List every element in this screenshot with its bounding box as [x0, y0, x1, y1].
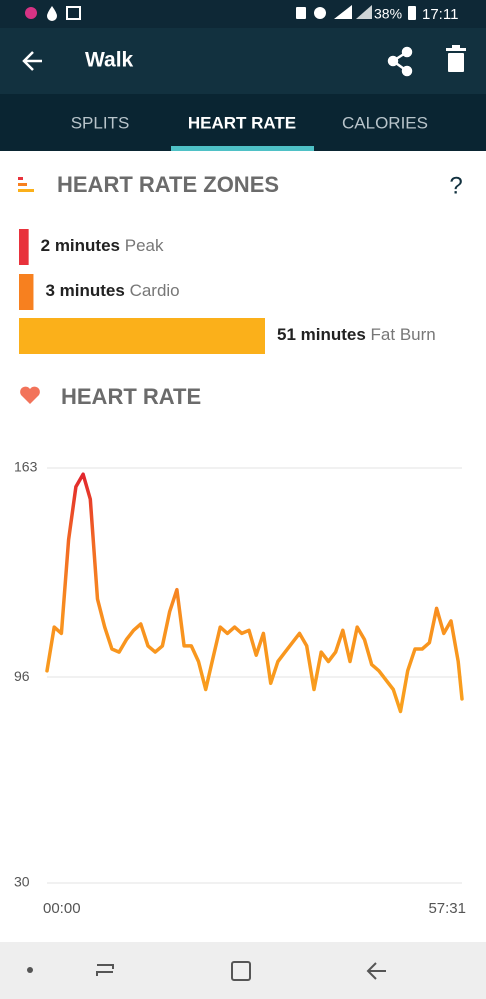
- chart-title: HEART RATE: [61, 384, 201, 409]
- clock: 17:11: [422, 6, 458, 23]
- home-button[interactable]: [231, 961, 251, 981]
- back-button[interactable]: [22, 51, 42, 71]
- zone-duration: 2 minutes: [41, 236, 120, 255]
- zone-duration: 51 minutes: [277, 325, 366, 344]
- share-button[interactable]: [387, 46, 413, 77]
- battery-level: 38%: [374, 6, 402, 22]
- help-button[interactable]: ?: [449, 172, 462, 199]
- active-tab-indicator: [171, 146, 314, 151]
- y-tick-label: 163: [14, 459, 38, 475]
- zone-name: Peak: [125, 236, 164, 255]
- system-back-button[interactable]: [366, 962, 386, 980]
- zone-name: Fat Burn: [371, 325, 436, 344]
- tab[interactable]: CALORIES: [342, 113, 428, 132]
- page-title: Walk: [85, 49, 134, 72]
- y-tick-label: 30: [14, 874, 30, 890]
- nav-dot: [27, 967, 33, 973]
- heart-icon: [20, 386, 40, 404]
- drop-icon: [47, 6, 57, 21]
- zone-text: 3 minutes Cardio: [45, 281, 179, 300]
- zone-bar: [19, 274, 34, 310]
- image-icon: [66, 6, 81, 20]
- zone-duration: 3 minutes: [45, 281, 124, 300]
- zone-text: 2 minutes Peak: [41, 236, 164, 255]
- recent-apps-button[interactable]: [96, 964, 114, 976]
- zone-text: 51 minutes Fat Burn: [277, 325, 436, 344]
- zones-title: HEART RATE ZONES: [57, 172, 279, 197]
- x-tick-label: 57:31: [428, 900, 466, 917]
- heart-rate-line: [45, 472, 464, 714]
- tab[interactable]: HEART RATE: [188, 113, 296, 132]
- x-tick-label: 00:00: [43, 900, 81, 917]
- zone-bar: [19, 318, 265, 354]
- delete-button[interactable]: [446, 45, 466, 72]
- app-icon: [25, 7, 37, 19]
- app-bar: [0, 28, 486, 94]
- zone-name: Cardio: [130, 281, 180, 300]
- tab[interactable]: SPLITS: [71, 113, 130, 132]
- tab-bar: [0, 94, 486, 151]
- status-icons: [296, 5, 416, 20]
- nav-bar: [0, 942, 486, 999]
- y-tick-label: 96: [14, 668, 30, 684]
- zone-bar: [19, 229, 29, 265]
- zones-icon: [18, 177, 34, 192]
